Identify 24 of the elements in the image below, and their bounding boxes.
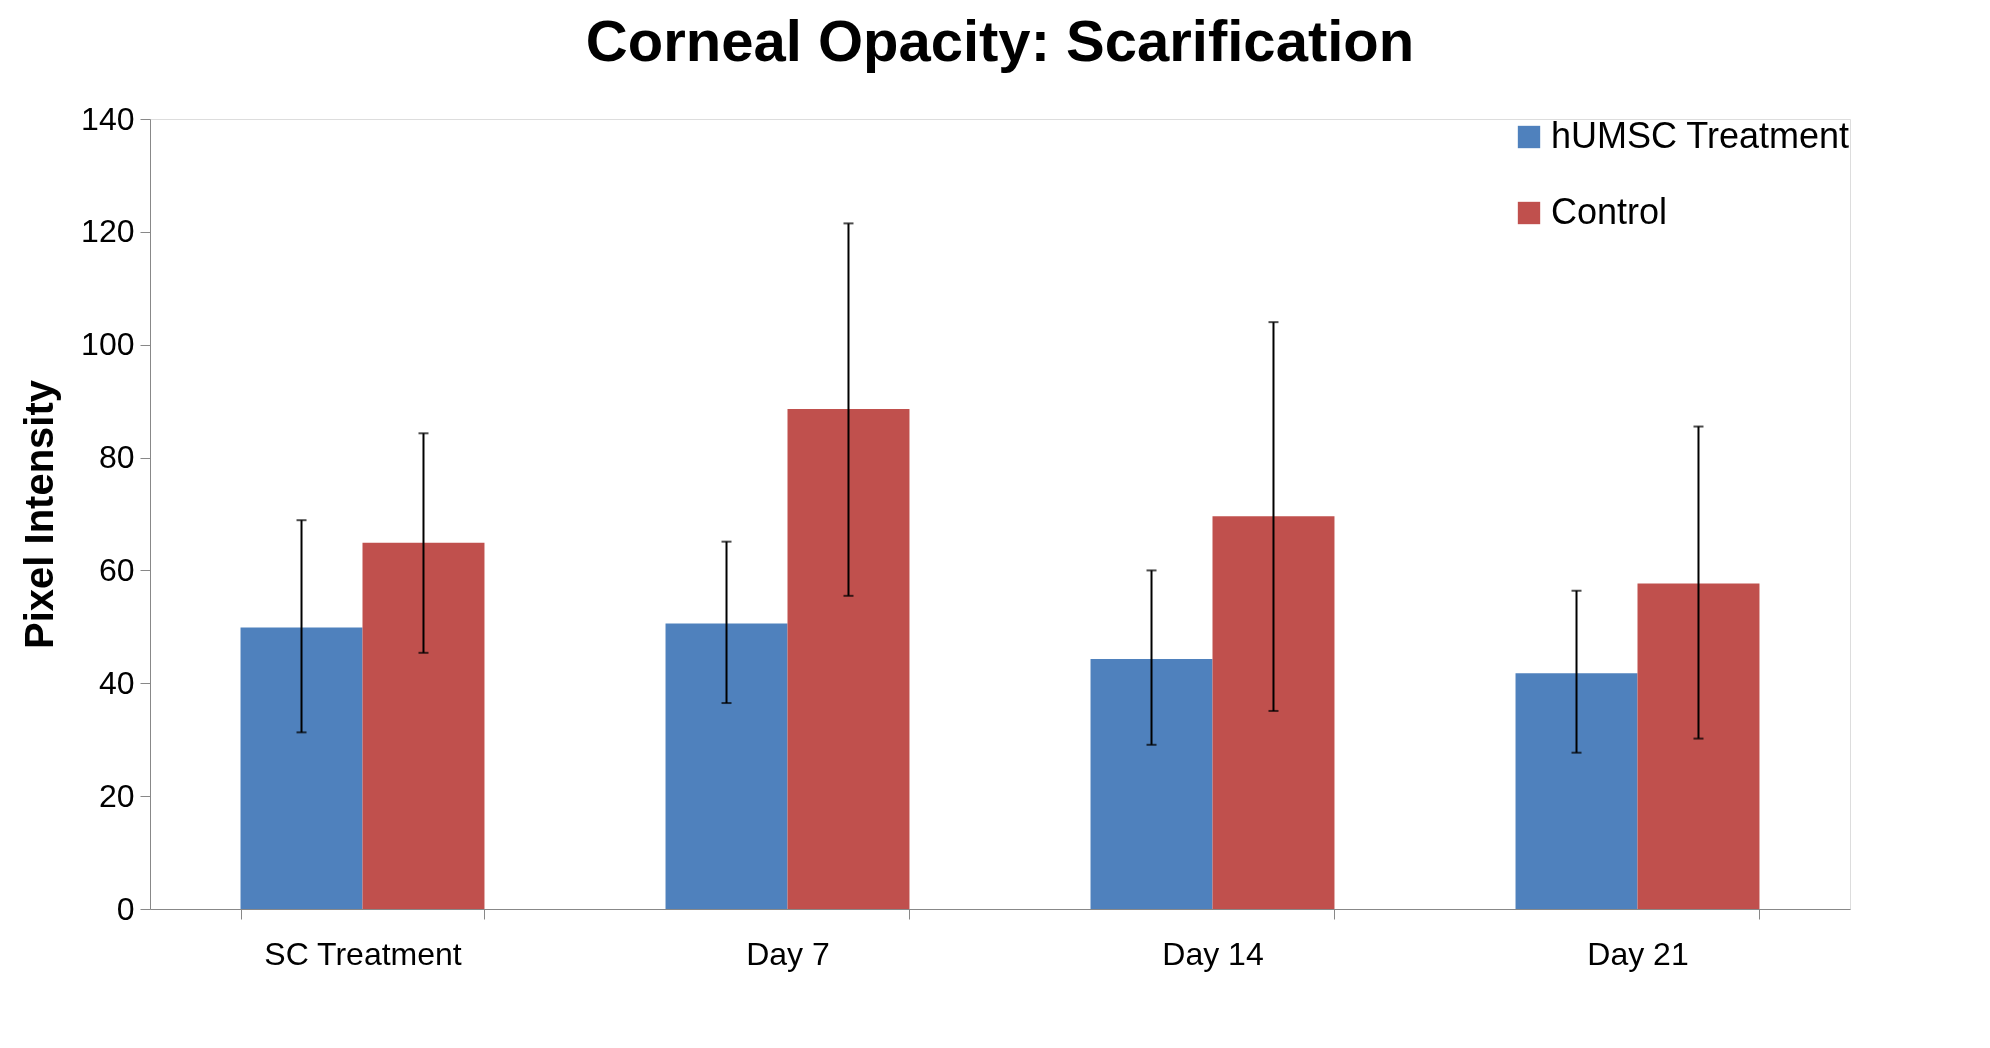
y-tick-label: 40 — [98, 664, 135, 701]
bar — [1090, 659, 1213, 909]
x-tick-label: Day 7 — [746, 935, 830, 972]
legend-label: hUMSC Treatment — [1551, 115, 1850, 156]
y-tick-label: 80 — [98, 439, 135, 476]
bar — [1515, 673, 1638, 909]
y-tick-label: 120 — [81, 213, 135, 250]
bar — [1212, 516, 1335, 909]
legend-label: Control — [1551, 191, 1668, 232]
x-tick-label: Day 21 — [1587, 935, 1689, 972]
bar — [1637, 583, 1760, 909]
y-tick-label: 140 — [81, 100, 135, 137]
x-tick-label: SC Treatment — [264, 935, 462, 972]
y-axis-title: Pixel Intensity — [17, 379, 62, 649]
y-tick-label: 20 — [98, 777, 135, 814]
chart-title: Corneal Opacity: Scarification — [585, 8, 1415, 73]
x-tick-label: Day 14 — [1162, 935, 1264, 972]
y-tick-label: 0 — [116, 890, 135, 927]
bar — [787, 409, 910, 909]
y-tick-label: 100 — [81, 326, 135, 363]
bar — [362, 542, 485, 909]
bar — [665, 623, 788, 909]
y-tick-label: 60 — [98, 551, 135, 588]
bar — [240, 627, 363, 909]
